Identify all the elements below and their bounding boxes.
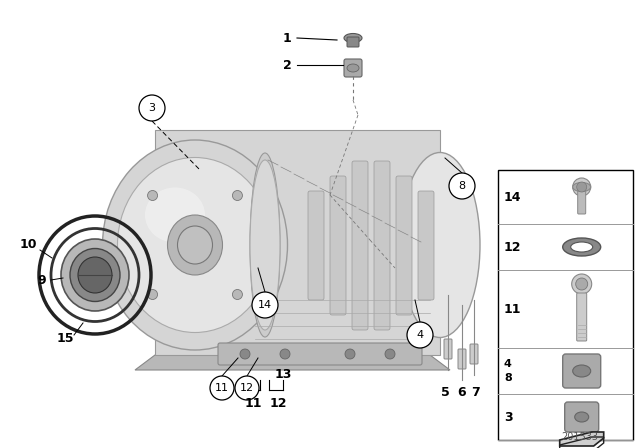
Circle shape [148,289,157,300]
Polygon shape [135,355,450,370]
Circle shape [232,190,243,201]
Circle shape [280,349,290,359]
Circle shape [577,182,587,192]
Circle shape [576,278,588,290]
Text: 11: 11 [504,302,522,315]
Ellipse shape [563,238,601,256]
Ellipse shape [573,365,591,377]
Circle shape [449,173,475,199]
FancyBboxPatch shape [347,37,359,47]
FancyBboxPatch shape [498,170,633,440]
Ellipse shape [347,64,359,72]
Ellipse shape [168,215,223,275]
Ellipse shape [61,239,129,311]
Circle shape [148,190,157,201]
Text: 11: 11 [215,383,229,393]
FancyBboxPatch shape [308,191,324,300]
FancyBboxPatch shape [564,402,598,432]
Circle shape [240,349,250,359]
Ellipse shape [344,34,362,43]
Text: 7: 7 [472,385,481,399]
Text: 11: 11 [244,396,262,409]
Circle shape [232,289,243,300]
Circle shape [345,349,355,359]
FancyBboxPatch shape [155,130,440,355]
Text: 5: 5 [440,385,449,399]
FancyBboxPatch shape [578,186,586,214]
FancyBboxPatch shape [444,339,452,359]
Text: 2: 2 [283,59,291,72]
FancyBboxPatch shape [218,343,422,365]
Polygon shape [560,432,604,446]
FancyBboxPatch shape [330,176,346,315]
Ellipse shape [70,249,120,302]
Text: 15: 15 [56,332,74,345]
Ellipse shape [78,257,112,293]
Text: 10: 10 [19,237,36,250]
FancyBboxPatch shape [374,161,390,330]
Text: 8: 8 [504,373,512,383]
Circle shape [252,292,278,318]
Text: 12: 12 [240,383,254,393]
Text: 1: 1 [283,31,291,44]
Ellipse shape [573,182,591,191]
Ellipse shape [571,242,593,252]
Ellipse shape [250,160,280,330]
Text: 13: 13 [275,367,292,380]
FancyBboxPatch shape [418,191,434,300]
Text: 12: 12 [504,241,522,254]
Text: 201533: 201533 [561,432,598,442]
Text: 12: 12 [269,396,287,409]
Ellipse shape [145,188,205,242]
Text: 14: 14 [504,190,522,203]
Ellipse shape [102,140,287,350]
Circle shape [235,376,259,400]
FancyBboxPatch shape [470,344,478,364]
Ellipse shape [250,153,280,337]
Ellipse shape [177,226,212,264]
Ellipse shape [575,412,589,422]
Circle shape [572,274,592,294]
Circle shape [385,349,395,359]
Circle shape [407,322,433,348]
Text: 3: 3 [148,103,156,113]
Text: 8: 8 [458,181,465,191]
Text: 3: 3 [504,410,513,423]
Circle shape [573,178,591,196]
Text: 4: 4 [417,330,424,340]
Ellipse shape [118,158,273,332]
FancyBboxPatch shape [563,354,601,388]
Text: 4: 4 [504,359,512,369]
Circle shape [139,95,165,121]
Text: 9: 9 [38,273,46,287]
Circle shape [210,376,234,400]
FancyBboxPatch shape [458,349,466,369]
FancyBboxPatch shape [352,161,368,330]
Ellipse shape [400,152,480,337]
Text: 6: 6 [458,385,467,399]
FancyBboxPatch shape [396,176,412,315]
Text: 14: 14 [258,300,272,310]
FancyBboxPatch shape [577,293,587,341]
FancyBboxPatch shape [344,59,362,77]
